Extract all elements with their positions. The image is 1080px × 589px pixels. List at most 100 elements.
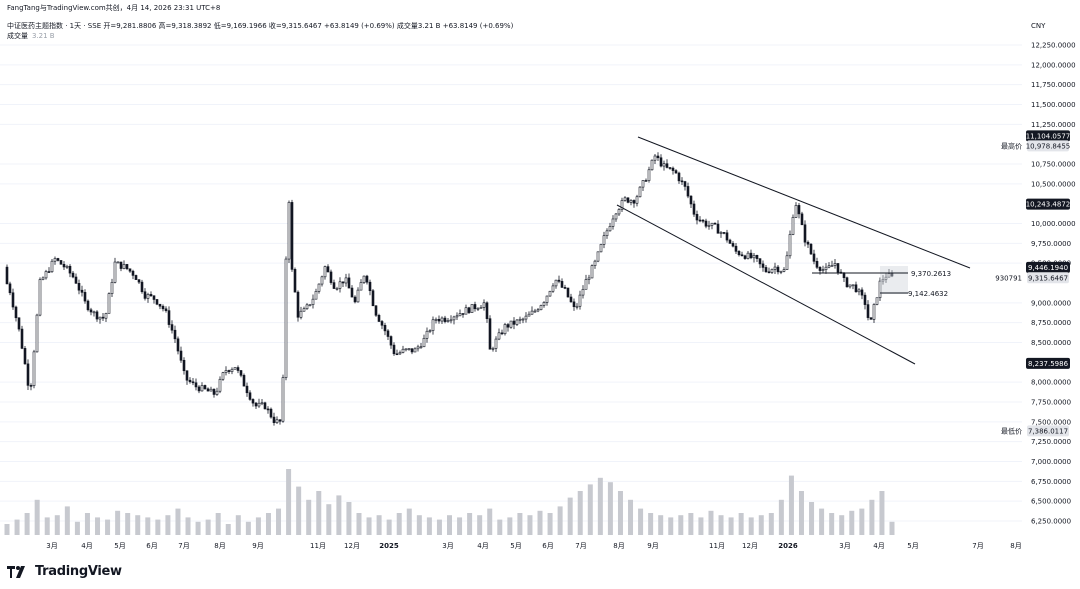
volume-bar <box>306 499 312 535</box>
price-tag-bg <box>1027 272 1069 284</box>
price-badge-label: 10,243.4872 <box>1026 201 1071 209</box>
candle-body <box>617 209 621 215</box>
candle-body <box>164 308 168 311</box>
candle-body <box>605 230 609 237</box>
candle-body <box>407 348 411 350</box>
candle-body <box>620 200 624 210</box>
candle-body <box>860 289 864 296</box>
y-tick-label: 10,000.0000 <box>1031 220 1076 228</box>
candle-body <box>854 284 858 293</box>
candle-body <box>665 163 669 168</box>
volume-bar <box>366 517 372 535</box>
x-tick-label: 7月 <box>178 542 189 550</box>
y-tick-label: 7,000.0000 <box>1031 458 1071 466</box>
x-tick-label: 9月 <box>252 542 263 550</box>
price-badge <box>1026 261 1070 273</box>
candle-body <box>20 328 24 349</box>
candle-body <box>389 336 393 346</box>
candle-body <box>230 368 234 372</box>
candle-body <box>881 279 885 282</box>
candle-body <box>521 318 525 321</box>
volume-bar <box>265 513 271 535</box>
tradingview-brand[interactable]: TradingView <box>7 564 122 579</box>
volume-bar <box>648 513 654 535</box>
x-tick-label: 5月 <box>907 542 918 550</box>
candle-body <box>791 217 795 235</box>
price-tag-label: 7,386.0117 <box>1028 427 1068 435</box>
volume-bar <box>34 499 40 535</box>
x-tick-label: 4月 <box>873 542 884 550</box>
x-tick-label: 8月 <box>214 542 225 550</box>
candle-body <box>350 287 354 298</box>
x-tick-label: 3月 <box>839 542 850 550</box>
candle-body <box>356 289 360 303</box>
volume-bar <box>798 491 804 535</box>
candle-body <box>671 167 675 171</box>
volume-bar <box>577 491 583 535</box>
candle-body <box>11 292 15 308</box>
candle-body <box>422 337 426 348</box>
candle-body <box>512 320 516 325</box>
candle-body <box>635 196 639 204</box>
volume-bar <box>839 515 845 535</box>
volume-bar <box>829 513 835 535</box>
candle-body <box>497 332 501 340</box>
volume-bar <box>396 513 402 535</box>
candle-body <box>194 382 198 388</box>
candle-body <box>566 287 570 298</box>
candle-body <box>842 272 846 279</box>
candle-body <box>734 245 738 252</box>
volume-bar <box>54 515 60 535</box>
candle-body <box>803 224 807 243</box>
candle-body <box>53 258 57 262</box>
candle-body <box>344 277 348 284</box>
candle-body <box>131 270 135 276</box>
candle-body <box>479 307 483 309</box>
candle-body <box>590 265 594 279</box>
candle-body <box>191 381 195 384</box>
candle-body <box>239 370 243 376</box>
candle-body <box>104 313 108 319</box>
volume-bar <box>376 515 382 535</box>
candle-body <box>692 203 696 215</box>
symbol-title[interactable]: 中证医药主题指数 · 1天 · SSE <box>7 22 102 30</box>
candle-body <box>698 219 702 222</box>
candle-body <box>530 310 534 315</box>
y-tick-label: 11,250.0000 <box>1031 121 1076 129</box>
brand-name: TradingView <box>35 564 122 579</box>
volume-bar <box>678 515 684 535</box>
candle-body <box>890 273 894 277</box>
candle-body <box>347 277 351 289</box>
candle-body <box>317 283 321 292</box>
volume-bar <box>738 513 744 535</box>
candle-body <box>269 408 273 418</box>
volume-bar <box>557 506 563 535</box>
volume-bar <box>105 519 111 535</box>
candle-body <box>149 294 153 297</box>
volume-bar <box>165 515 171 535</box>
candle-body <box>887 273 891 278</box>
candle-body <box>218 378 222 392</box>
candle-body <box>569 296 573 303</box>
candle-body <box>41 277 45 280</box>
volume-bar <box>4 524 10 535</box>
volume-bar <box>638 508 644 535</box>
candle-body <box>119 261 123 269</box>
annotation-label-upper: 9,370.2613 <box>911 270 951 278</box>
volume-bar <box>597 477 603 535</box>
candle-body <box>245 385 249 394</box>
volume-bar <box>467 513 473 535</box>
candle-body <box>482 302 486 308</box>
candle-body <box>824 266 828 270</box>
candle-body <box>185 370 189 381</box>
candle-body <box>143 291 147 299</box>
candle-body <box>491 348 495 350</box>
candle-body <box>89 309 93 313</box>
candle-body <box>311 298 315 305</box>
candle-body <box>152 295 156 300</box>
candle-body <box>872 304 876 320</box>
candle-body <box>656 155 660 159</box>
volume-bar <box>276 508 282 535</box>
annotation-label-lower: 9,142.4632 <box>908 290 948 298</box>
